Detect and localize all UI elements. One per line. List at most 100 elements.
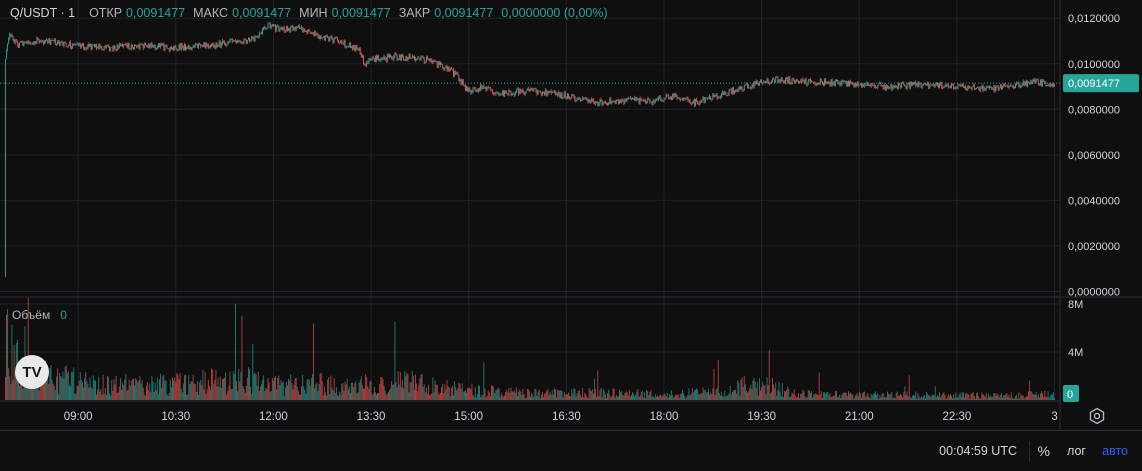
candle-body — [159, 44, 160, 47]
percent-scale-toggle[interactable]: % — [1037, 443, 1050, 459]
candle-body — [626, 98, 628, 101]
volume-bar — [374, 391, 376, 400]
tradingview-logo-icon[interactable]: TV — [15, 355, 49, 389]
volume-bar — [468, 387, 470, 400]
candle-body — [95, 44, 96, 48]
candle-body — [827, 81, 829, 84]
candle-body — [841, 81, 843, 85]
volume-bar — [570, 396, 572, 400]
volume-bar — [772, 377, 773, 400]
candle-body — [1045, 82, 1047, 87]
candle-body — [1034, 79, 1036, 83]
gear-icon[interactable] — [1088, 407, 1106, 425]
candle-body — [42, 41, 44, 45]
volume-bar — [1034, 394, 1036, 400]
candle-body — [890, 84, 892, 88]
candle-body — [315, 31, 317, 36]
candle-body — [611, 101, 613, 104]
volume-bar — [440, 393, 441, 400]
volume-bar — [42, 382, 44, 400]
volume-bar — [810, 393, 811, 400]
log-scale-toggle[interactable]: лог — [1067, 444, 1086, 458]
candle-body — [543, 92, 544, 93]
candle-body — [391, 57, 393, 59]
volume-bar — [866, 395, 868, 400]
candle-body — [564, 92, 566, 98]
volume-bar — [888, 393, 890, 400]
volume-bar — [192, 374, 194, 400]
candle-body — [857, 81, 859, 86]
candle-body — [77, 43, 79, 45]
candle-body — [155, 48, 157, 50]
volume-bar — [925, 398, 926, 400]
volume-bar — [782, 396, 784, 400]
time-tick-label: 3 — [1051, 411, 1057, 423]
volume-bar — [422, 386, 424, 400]
candle-body — [373, 58, 375, 62]
candle-body — [637, 98, 639, 100]
auto-scale-toggle[interactable]: авто — [1102, 444, 1128, 458]
candle-body — [449, 68, 451, 71]
candle-body — [522, 89, 524, 93]
volume-bar — [487, 390, 489, 400]
volume-bar — [264, 391, 266, 400]
volume-bar — [539, 398, 541, 400]
volume-bar — [907, 396, 909, 400]
volume-bar — [670, 395, 671, 400]
volume-bar — [543, 397, 545, 400]
volume-bar — [275, 376, 277, 400]
candle-body — [34, 41, 36, 44]
volume-bar — [6, 314, 7, 400]
candle-body — [408, 55, 410, 59]
candle-body — [902, 82, 904, 84]
volume-bar — [197, 380, 198, 400]
volume-bar — [494, 393, 496, 400]
candle-body — [531, 89, 533, 90]
candle-body — [714, 95, 716, 97]
candle-body — [500, 94, 502, 95]
candle-body — [405, 56, 407, 61]
candle-body — [35, 41, 37, 44]
candle-body — [333, 37, 335, 43]
volume-bar — [883, 396, 885, 400]
candle-body — [877, 84, 879, 88]
volume-bar — [731, 391, 733, 400]
candle-body — [799, 81, 801, 83]
candle-body — [57, 41, 58, 44]
candle-body — [534, 88, 536, 90]
candle-body — [979, 87, 981, 91]
volume-bar — [884, 397, 886, 400]
candle-body — [991, 87, 993, 89]
volume-bar — [154, 382, 156, 400]
candle-body — [187, 46, 189, 48]
candle-body — [832, 82, 834, 86]
candle-body — [383, 56, 385, 59]
utc-clock[interactable]: 00:04:59 UTC — [939, 444, 1017, 458]
candle-body — [138, 45, 140, 49]
volume-bar — [945, 398, 947, 400]
symbol-title[interactable]: Q/USDT · 1 — [10, 6, 76, 20]
volume-bar — [552, 394, 554, 400]
volume-bar — [38, 390, 40, 400]
volume-bar — [428, 384, 430, 400]
volume-bar — [846, 396, 848, 400]
volume-bar — [611, 396, 613, 400]
volume-bar — [144, 395, 146, 400]
candle-body — [984, 88, 986, 90]
volume-bar — [159, 379, 160, 400]
volume-bar — [565, 394, 567, 400]
volume-bar — [176, 373, 178, 400]
volume-bar — [787, 386, 789, 400]
candle-body — [204, 43, 206, 47]
candle-body — [395, 54, 397, 55]
candle-body — [645, 100, 646, 104]
candle-body — [314, 31, 316, 35]
candle-body — [480, 84, 482, 90]
volume-bar — [482, 395, 484, 400]
candle-body — [574, 96, 576, 101]
candle-body — [568, 93, 569, 99]
candle-body — [559, 91, 561, 98]
volume-bar — [48, 383, 50, 400]
volume-bar — [323, 386, 325, 400]
